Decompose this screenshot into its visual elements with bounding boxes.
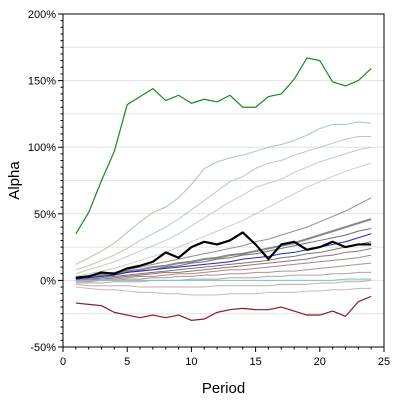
series-line xyxy=(75,121,372,265)
series-line xyxy=(75,218,372,279)
x-axis-title: Period xyxy=(202,380,245,397)
series-line xyxy=(75,278,372,281)
x-tick-label: 25 xyxy=(378,356,390,368)
series-line xyxy=(75,57,372,235)
x-tick-label: 15 xyxy=(249,356,261,368)
series-line xyxy=(75,146,372,275)
x-tick-label: 5 xyxy=(124,356,130,368)
series-line xyxy=(75,271,372,284)
series-line xyxy=(75,254,372,281)
x-tick-label: 0 xyxy=(60,356,66,368)
x-tick-label: 10 xyxy=(185,356,197,368)
series-line xyxy=(75,262,372,283)
series-line xyxy=(75,279,372,288)
y-tick-label: 0% xyxy=(40,275,56,287)
y-tick-label: -50% xyxy=(30,342,56,354)
y-tick-label: 150% xyxy=(28,76,56,88)
series-lines xyxy=(75,57,372,321)
axes: -50% 0% 50% 100% 150% 200% 0 5 10 15 20 25 xyxy=(28,9,390,368)
series-line xyxy=(75,231,372,279)
series-line xyxy=(75,286,372,296)
x-tick-label: 20 xyxy=(314,356,326,368)
y-tick-label: 100% xyxy=(28,142,56,154)
series-line xyxy=(75,241,372,281)
series-line xyxy=(75,295,372,321)
series-line xyxy=(75,162,372,277)
y-axis-title: Alpha xyxy=(6,161,23,200)
series-line xyxy=(75,136,372,271)
series-line xyxy=(75,247,372,281)
y-tick-label: 200% xyxy=(28,9,56,21)
y-tick-label: 50% xyxy=(34,209,56,221)
